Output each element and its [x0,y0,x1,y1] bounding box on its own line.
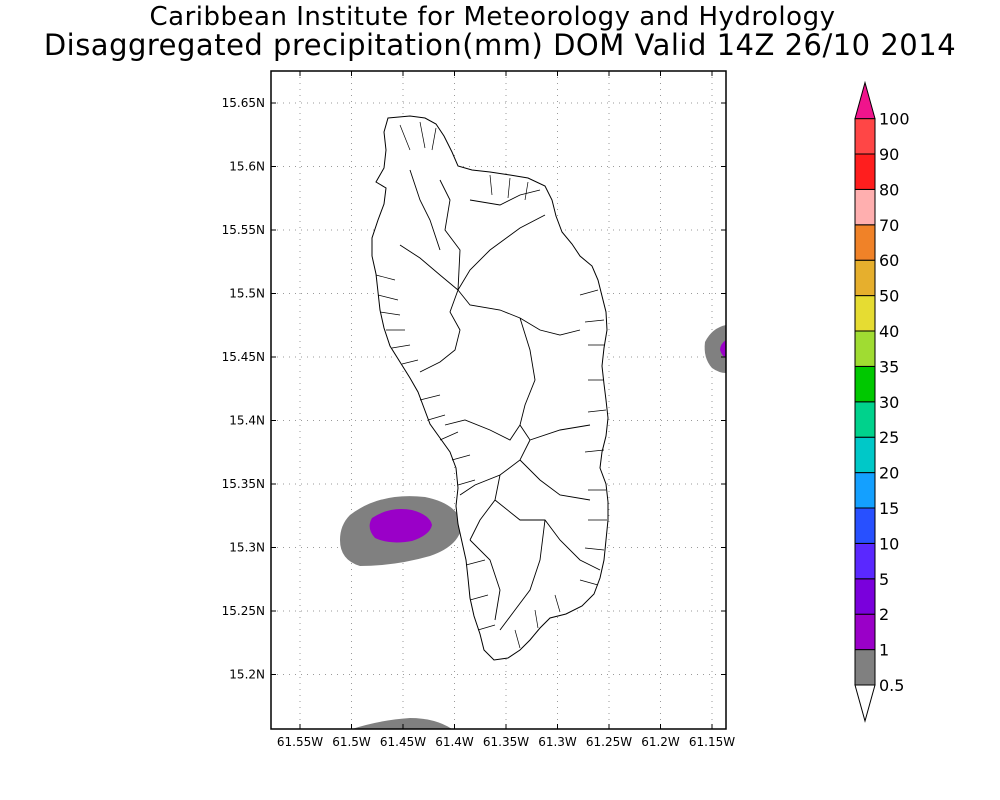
lat-tick-label: 15.25N [222,604,265,618]
colorbar-segment [854,436,876,474]
colorbar-label: 15 [879,499,899,518]
precip-area-gray-south [352,718,452,729]
lon-tick-label: 61.25W [586,735,632,749]
colorbar-label: 25 [879,428,899,447]
colorbar-label: 50 [879,287,899,306]
colorbar-label: 30 [879,393,899,412]
colorbar-segment [854,472,876,509]
longitude-axis: 61.55W 61.5W 61.45W 61.4W 61.35W 61.3W 61.25W 6… [277,71,735,749]
lat-tick-label: 15.3N [229,541,265,555]
colorbar-label: 10 [879,534,899,553]
colorbar-label: 70 [879,216,899,235]
colorbar-over-triangle [854,80,876,120]
colorbar-label: 80 [879,180,899,199]
dominica-coastline [371,115,609,661]
lat-tick-label: 15.6N [229,160,265,174]
colorbar-segment [854,224,876,261]
lat-tick-label: 15.45N [222,350,265,364]
lat-tick-label: 15.65N [222,96,265,110]
map-title: Caribbean Institute for Meteorology and … [149,2,836,32]
colorbar-segment [854,401,876,438]
lon-tick-label: 61.55W [277,735,323,749]
lat-tick-label: 15.2N [229,668,265,682]
colorbar-segment [854,649,876,686]
lon-tick-label: 61.4W [435,735,474,749]
lon-tick-label: 61.35W [483,735,529,749]
colorbar-segment [854,365,876,403]
colorbar-label: 0.5 [879,676,904,695]
coastal-drainage [375,121,607,649]
latitude-axis: 15.65N 15.6N 15.55N 15.5N 15.45N 15.4N 15.35N 1… [222,96,726,682]
lat-tick-label: 15.4N [229,414,265,428]
colorbar-label: 35 [879,357,899,376]
colorbar-label: 1 [879,641,889,660]
colorbar-label: 20 [879,464,899,483]
precip-area-gray-east [704,325,726,373]
precip-area-purple-west [369,509,432,543]
lat-tick-label: 15.5N [229,287,265,301]
lon-tick-label: 61.2W [641,735,680,749]
lon-tick-label: 61.15W [689,735,735,749]
colorbar-under-triangle [854,684,876,723]
precip-fields [340,325,726,729]
colorbar-segment [854,507,876,544]
colorbar-segment [854,578,876,615]
colorbar-label: 90 [879,145,899,164]
colorbar-segment [854,118,876,155]
colorbar-segment [854,613,876,651]
plot-frame [270,70,727,730]
colorbar-segment [854,153,876,190]
lon-tick-label: 61.45W [380,735,426,749]
lon-tick-label: 61.5W [332,735,371,749]
parish-boundaries [399,169,601,631]
colorbar-segment [854,188,876,226]
lon-tick-label: 61.3W [538,735,577,749]
colorbar-segment [854,295,876,332]
colorbar-segment [854,330,876,367]
colorbar-segment [854,542,876,580]
lat-tick-label: 15.55N [222,223,265,237]
colorbar-label: 100 [879,110,910,129]
colorbar-label: 60 [879,251,899,270]
lat-tick-label: 15.35N [222,477,265,491]
map-subtitle: Disaggregated precipitation(mm) DOM Vali… [43,28,957,62]
precip-area-purple-east [720,340,726,358]
island-outline [371,115,609,661]
colorbar-segment [854,259,876,297]
colorbar-label: 2 [879,605,889,624]
colorbar-label: 40 [879,322,899,341]
colorbar-label: 5 [879,570,889,589]
